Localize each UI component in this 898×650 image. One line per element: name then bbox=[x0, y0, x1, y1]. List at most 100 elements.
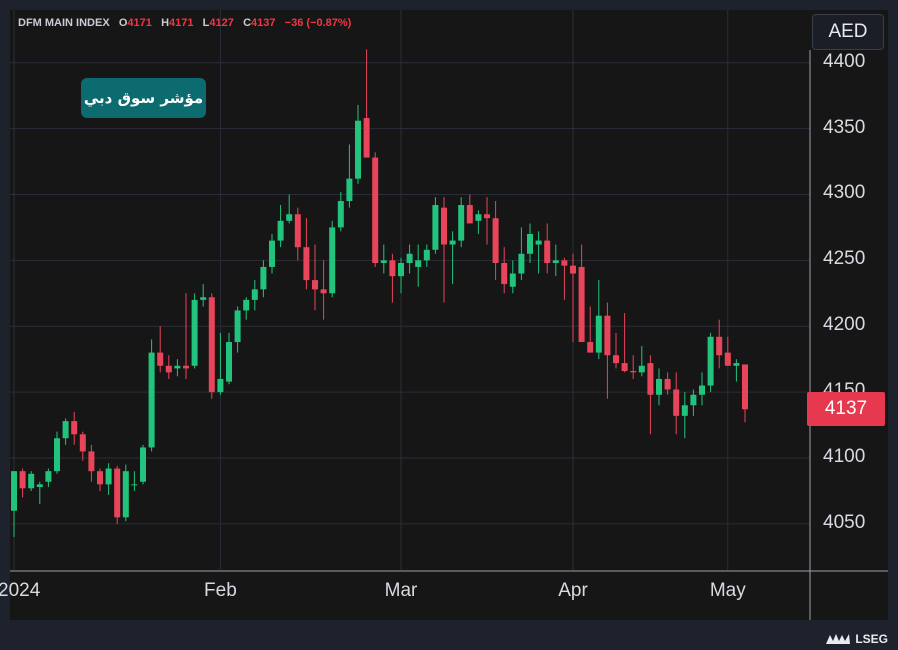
candle[interactable] bbox=[406, 244, 413, 274]
candle-body bbox=[613, 355, 619, 364]
candle[interactable] bbox=[269, 234, 275, 274]
candle[interactable] bbox=[200, 284, 207, 307]
candle-body bbox=[294, 214, 301, 248]
candle[interactable] bbox=[346, 144, 353, 208]
candle[interactable] bbox=[664, 372, 671, 395]
candle[interactable] bbox=[88, 444, 95, 482]
candle[interactable] bbox=[552, 244, 559, 277]
candle[interactable] bbox=[183, 293, 189, 379]
candle[interactable] bbox=[647, 355, 654, 435]
candle[interactable] bbox=[604, 302, 611, 399]
candle[interactable] bbox=[62, 418, 69, 445]
candle[interactable] bbox=[277, 205, 284, 248]
candle[interactable] bbox=[28, 471, 35, 491]
candle-body bbox=[157, 352, 164, 366]
candle[interactable] bbox=[484, 197, 490, 245]
candle-body bbox=[699, 385, 705, 395]
candle[interactable] bbox=[165, 355, 172, 379]
candle[interactable] bbox=[544, 223, 551, 274]
candle-body bbox=[269, 240, 275, 267]
candle[interactable] bbox=[71, 411, 78, 445]
candle[interactable] bbox=[363, 49, 370, 158]
candle[interactable] bbox=[389, 253, 396, 303]
candle[interactable] bbox=[337, 191, 344, 232]
candle[interactable] bbox=[19, 468, 26, 498]
index-name-badge: مؤشر سوق دبي bbox=[81, 78, 206, 118]
candle[interactable] bbox=[208, 293, 215, 399]
candle[interactable] bbox=[79, 431, 86, 461]
candle[interactable] bbox=[105, 463, 112, 495]
candle[interactable] bbox=[432, 197, 439, 254]
candle[interactable] bbox=[294, 207, 301, 261]
candle[interactable] bbox=[131, 471, 138, 491]
candle-body bbox=[312, 280, 318, 290]
candle[interactable] bbox=[174, 359, 181, 377]
candle[interactable] bbox=[243, 297, 250, 320]
candle-body bbox=[54, 438, 60, 472]
candle[interactable] bbox=[733, 359, 740, 382]
candle[interactable] bbox=[630, 355, 637, 379]
candle[interactable] bbox=[36, 481, 43, 505]
candle[interactable] bbox=[234, 306, 241, 353]
candle[interactable] bbox=[673, 372, 680, 435]
candle[interactable] bbox=[638, 346, 645, 377]
candle[interactable] bbox=[398, 257, 404, 294]
candle[interactable] bbox=[140, 444, 146, 485]
candle[interactable] bbox=[355, 104, 361, 184]
candle[interactable] bbox=[690, 389, 697, 416]
candle-body bbox=[243, 299, 250, 311]
candle[interactable] bbox=[509, 260, 516, 294]
candle[interactable] bbox=[286, 194, 293, 224]
candle[interactable] bbox=[423, 244, 430, 267]
candle[interactable] bbox=[570, 253, 576, 343]
candle[interactable] bbox=[458, 197, 465, 248]
candle[interactable] bbox=[11, 471, 17, 538]
candle[interactable] bbox=[681, 392, 688, 439]
candle[interactable] bbox=[501, 247, 508, 294]
candle[interactable] bbox=[561, 257, 568, 300]
candle-body bbox=[724, 352, 731, 366]
candlestick-chart[interactable] bbox=[10, 10, 888, 620]
candle[interactable] bbox=[380, 244, 387, 274]
candle[interactable] bbox=[217, 332, 224, 395]
candle[interactable] bbox=[415, 244, 422, 287]
candle[interactable] bbox=[441, 197, 447, 303]
candle[interactable] bbox=[587, 306, 594, 353]
currency-selector[interactable]: AED bbox=[812, 14, 884, 50]
candle[interactable] bbox=[518, 227, 525, 281]
candle[interactable] bbox=[114, 465, 121, 524]
candle[interactable] bbox=[312, 244, 318, 311]
candle[interactable] bbox=[54, 431, 60, 474]
candle[interactable] bbox=[527, 223, 533, 263]
candle[interactable] bbox=[303, 218, 310, 290]
candle[interactable] bbox=[613, 332, 619, 369]
candle[interactable] bbox=[97, 468, 103, 491]
candle[interactable] bbox=[251, 280, 258, 311]
candle[interactable] bbox=[475, 210, 482, 234]
candle[interactable] bbox=[260, 260, 267, 298]
candle[interactable] bbox=[372, 152, 379, 267]
candle[interactable] bbox=[535, 231, 542, 274]
candle[interactable] bbox=[716, 319, 723, 369]
candle[interactable] bbox=[595, 280, 602, 360]
candle[interactable] bbox=[157, 326, 164, 373]
candle[interactable] bbox=[226, 332, 232, 385]
candle-body bbox=[475, 214, 482, 221]
candle[interactable] bbox=[656, 368, 662, 406]
candle[interactable] bbox=[621, 313, 628, 373]
candle[interactable] bbox=[329, 220, 336, 298]
candle[interactable] bbox=[45, 468, 52, 487]
x-tick-label: 2024 bbox=[0, 580, 41, 601]
candle[interactable] bbox=[699, 372, 705, 406]
candle[interactable] bbox=[449, 231, 456, 285]
candle[interactable] bbox=[742, 364, 748, 423]
candle[interactable] bbox=[122, 464, 129, 522]
candle[interactable] bbox=[148, 339, 155, 452]
candle[interactable] bbox=[492, 201, 499, 281]
candle[interactable] bbox=[707, 332, 714, 393]
candle[interactable] bbox=[578, 244, 585, 343]
candle[interactable] bbox=[191, 293, 198, 369]
candle[interactable] bbox=[466, 194, 473, 224]
candle[interactable] bbox=[724, 336, 731, 366]
candle[interactable] bbox=[320, 260, 327, 320]
